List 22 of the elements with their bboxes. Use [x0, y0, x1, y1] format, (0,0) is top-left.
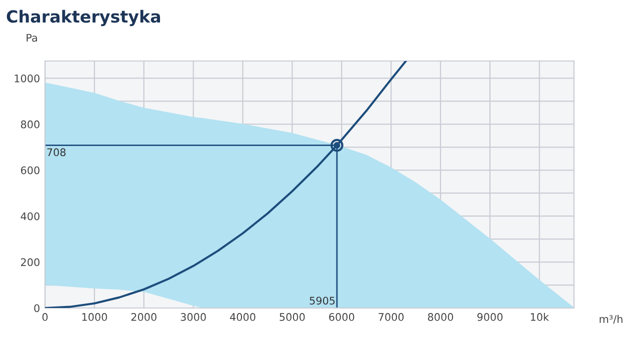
- y-axis-title: Pa: [26, 34, 37, 42]
- y-tick-label: 800: [20, 120, 40, 128]
- ref-line-label: 708: [47, 148, 66, 156]
- x-tick-label: 1000: [82, 313, 107, 321]
- y-tick-label: 1000: [14, 74, 40, 82]
- x-tick-label: 9000: [477, 313, 503, 321]
- x-tick-label: 4000: [230, 313, 256, 321]
- x-tick-label: 7000: [378, 313, 404, 321]
- x-axis-title: m³/h: [600, 314, 622, 324]
- x-tick-label: 8000: [428, 313, 454, 321]
- x-tick-label: 5000: [280, 313, 305, 321]
- y-tick-label: 400: [20, 212, 40, 220]
- y-tick-label: 0: [34, 304, 40, 312]
- x-tick-label: 0: [42, 313, 48, 321]
- x-tick-label: 2000: [131, 313, 156, 321]
- ref-line-label: 5905: [310, 296, 335, 305]
- chart-title: Charakterystyka: [6, 10, 160, 26]
- x-tick-label: 6000: [329, 313, 354, 321]
- y-tick-label: 600: [20, 166, 40, 174]
- x-tick-label: 10k: [530, 312, 550, 321]
- x-tick-label: 3000: [180, 313, 206, 321]
- y-tick-label: 200: [21, 258, 40, 266]
